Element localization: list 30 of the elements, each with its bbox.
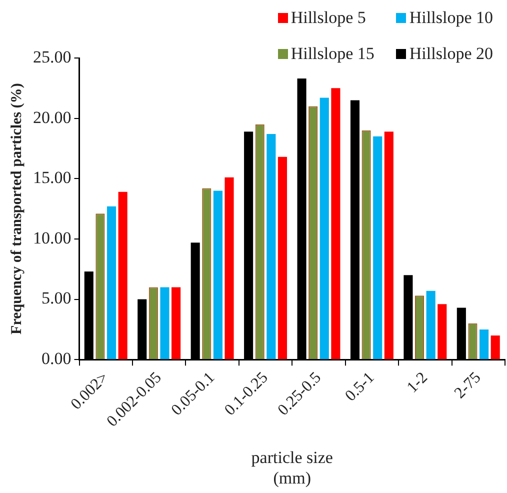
x-tick-label: 1-2 [404, 369, 431, 396]
bar [438, 304, 447, 360]
legend-label: Hillslope 5 [290, 8, 366, 28]
y-tick-label: 15.00 [33, 168, 72, 188]
legend-label: Hillslope 20 [409, 44, 493, 64]
y-axis-title: Frequency of transported particles (%) [8, 83, 25, 334]
bar [373, 136, 382, 360]
bar [490, 335, 500, 360]
y-tick-label: 10.00 [33, 228, 72, 248]
bar [224, 177, 234, 360]
y-tick-label: 5.00 [42, 288, 72, 308]
x-tick-label: 2-75 [451, 369, 484, 402]
y-tick-label: 0.00 [42, 349, 72, 368]
bar [480, 329, 489, 360]
bar [172, 287, 181, 360]
y-tick-label: 20.00 [33, 108, 72, 127]
bar [213, 190, 222, 360]
bar [118, 192, 128, 360]
bar [160, 287, 170, 360]
legend-label: Hillslope 10 [409, 8, 493, 28]
bar [320, 98, 329, 360]
bar [384, 132, 394, 360]
bar [331, 88, 340, 360]
bar [278, 156, 288, 360]
bar [266, 134, 276, 360]
bar [106, 206, 116, 360]
x-axis-title: particle size (mm) [251, 448, 333, 488]
y-tick-label: 25.00 [33, 47, 72, 66]
legend-label: Hillslope 15 [290, 44, 374, 64]
bar [426, 290, 436, 360]
